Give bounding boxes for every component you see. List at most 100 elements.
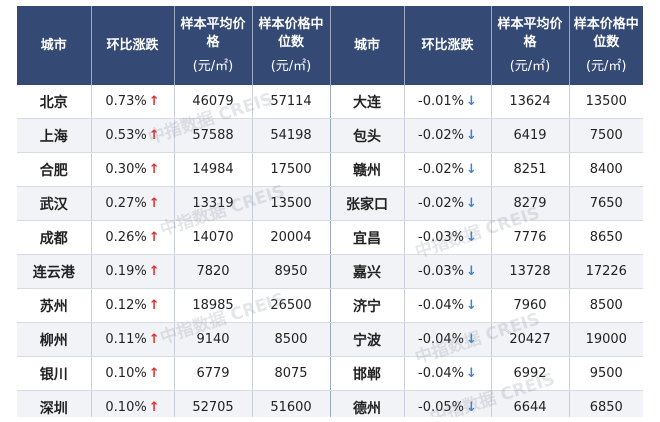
header-unit: (元/㎡): [585, 58, 627, 74]
median-price-cell: 8500: [569, 288, 643, 323]
change-cell: -0.02% ↓: [404, 152, 492, 187]
city-price-table: 城市 环比涨跌 样本平均价格 (元/㎡) 样本价格中位数 (元/㎡) 城市 环比涨跌…: [17, 6, 643, 417]
median-price-cell: 57114: [252, 85, 331, 119]
median-price-cell: 20004: [252, 220, 331, 255]
price-table-frame: 城市 环比涨跌 样本平均价格 (元/㎡) 样本价格中位数 (元/㎡) 城市 环比涨跌…: [17, 6, 643, 417]
median-price-cell: 8950: [252, 254, 331, 289]
header-avg-price: 样本平均价格 (元/㎡): [174, 6, 253, 85]
avg-price-cell: 7820: [174, 254, 253, 289]
arrow-down-icon: ↓: [466, 332, 477, 347]
arrow-down-icon: ↓: [466, 400, 477, 415]
change-cell: -0.03% ↓: [404, 254, 492, 289]
avg-price-cell: 7960: [491, 288, 570, 323]
city-cell: 柳州: [17, 322, 92, 357]
change-value: 0.10%: [105, 400, 147, 415]
arrow-up-icon: ↑: [148, 264, 160, 279]
avg-price-cell: 20427: [491, 322, 570, 357]
avg-price-cell: 13319: [174, 186, 253, 221]
change-value: 0.12%: [105, 298, 147, 313]
arrow-up-icon: ↑: [148, 332, 160, 347]
change-value: 0.73%: [105, 94, 147, 109]
table-body: 北京 0.73% ↑ 46079 57114 大连 -0.01% ↓ 13624 13500 上海 0…: [17, 85, 643, 417]
avg-price-cell: 6419: [491, 118, 570, 153]
median-price-cell: 19000: [569, 322, 643, 357]
table-row: 连云港 0.19% ↑ 7820 8950 嘉兴 -0.03% ↓ 13728 17226: [17, 254, 643, 289]
header-avg-label: 样本平均价格: [497, 16, 563, 50]
table-row: 苏州 0.12% ↑ 18985 26500 济宁 -0.04% ↓ 7960 8500: [17, 288, 643, 323]
avg-price-cell: 14984: [174, 152, 253, 187]
median-price-cell: 7650: [569, 186, 643, 221]
table-row: 上海 0.53% ↑ 57588 54198 包头 -0.02% ↓ 6419 7500: [17, 118, 643, 153]
change-cell: 0.30% ↑: [91, 152, 175, 187]
change-value: 0.27%: [105, 196, 147, 211]
header-city: 城市: [17, 6, 92, 85]
change-value: -0.04%: [418, 366, 465, 381]
avg-price-cell: 6992: [491, 356, 570, 391]
arrow-down-icon: ↓: [466, 366, 477, 381]
median-price-cell: 51600: [252, 390, 331, 417]
median-price-cell: 8075: [252, 356, 331, 391]
median-price-cell: 8500: [252, 322, 331, 357]
city-cell: 邯郸: [330, 356, 405, 391]
avg-price-cell: 8251: [491, 152, 570, 187]
change-cell: -0.04% ↓: [404, 288, 492, 323]
change-value: -0.02%: [418, 162, 465, 177]
arrow-down-icon: ↓: [466, 298, 477, 313]
table-row: 合肥 0.30% ↑ 14984 17500 赣州 -0.02% ↓ 8251 8400: [17, 152, 643, 187]
avg-price-cell: 18985: [174, 288, 253, 323]
header-avg-label: 样本平均价格: [180, 16, 246, 50]
city-cell: 银川: [17, 356, 92, 391]
avg-price-cell: 9140: [174, 322, 253, 357]
avg-price-cell: 52705: [174, 390, 253, 417]
arrow-down-icon: ↓: [466, 264, 477, 279]
arrow-down-icon: ↓: [466, 230, 477, 245]
median-price-cell: 17500: [252, 152, 331, 187]
city-cell: 北京: [17, 85, 92, 119]
arrow-down-icon: ↓: [466, 94, 477, 109]
avg-price-cell: 13624: [491, 85, 570, 119]
change-cell: 0.53% ↑: [91, 118, 175, 153]
header-unit: (元/㎡): [270, 58, 312, 74]
header-median-price: 样本价格中位数 (元/㎡): [252, 6, 331, 85]
change-value: -0.02%: [418, 196, 465, 211]
header-unit: (元/㎡): [509, 58, 551, 74]
change-cell: 0.11% ↑: [91, 322, 175, 357]
change-cell: -0.05% ↓: [404, 390, 492, 417]
avg-price-cell: 14070: [174, 220, 253, 255]
median-price-cell: 13500: [569, 85, 643, 119]
table-row: 深圳 0.10% ↑ 52705 51600 德州 -0.05% ↓ 6644 6850: [17, 390, 643, 417]
median-price-cell: 54198: [252, 118, 331, 153]
city-cell: 宁波: [330, 322, 405, 357]
change-value: -0.02%: [418, 128, 465, 143]
header-median-label: 样本价格中位数: [573, 16, 639, 50]
city-cell: 张家口: [330, 186, 405, 221]
arrow-up-icon: ↑: [148, 94, 160, 109]
median-price-cell: 26500: [252, 288, 331, 323]
table-row: 银川 0.10% ↑ 6779 8075 邯郸 -0.04% ↓ 6992 9500: [17, 356, 643, 391]
city-cell: 宜昌: [330, 220, 405, 255]
city-cell: 深圳: [17, 390, 92, 417]
change-value: -0.03%: [418, 230, 465, 245]
city-cell: 合肥: [17, 152, 92, 187]
arrow-up-icon: ↑: [148, 230, 160, 245]
change-cell: 0.10% ↑: [91, 390, 175, 417]
change-value: 0.10%: [105, 366, 147, 381]
change-value: 0.53%: [105, 128, 147, 143]
change-cell: -0.02% ↓: [404, 186, 492, 221]
median-price-cell: 6850: [569, 390, 643, 417]
city-cell: 德州: [330, 390, 405, 417]
avg-price-cell: 57588: [174, 118, 253, 153]
arrow-down-icon: ↓: [466, 162, 477, 177]
change-cell: -0.03% ↓: [404, 220, 492, 255]
change-value: -0.05%: [418, 400, 465, 415]
change-cell: 0.10% ↑: [91, 356, 175, 391]
city-cell: 苏州: [17, 288, 92, 323]
city-cell: 成都: [17, 220, 92, 255]
avg-price-cell: 6779: [174, 356, 253, 391]
change-value: 0.30%: [105, 162, 147, 177]
arrow-up-icon: ↑: [148, 128, 160, 143]
table-row: 柳州 0.11% ↑ 9140 8500 宁波 -0.04% ↓ 20427 19000: [17, 322, 643, 357]
city-cell: 济宁: [330, 288, 405, 323]
change-cell: 0.12% ↑: [91, 288, 175, 323]
change-cell: -0.01% ↓: [404, 85, 492, 119]
